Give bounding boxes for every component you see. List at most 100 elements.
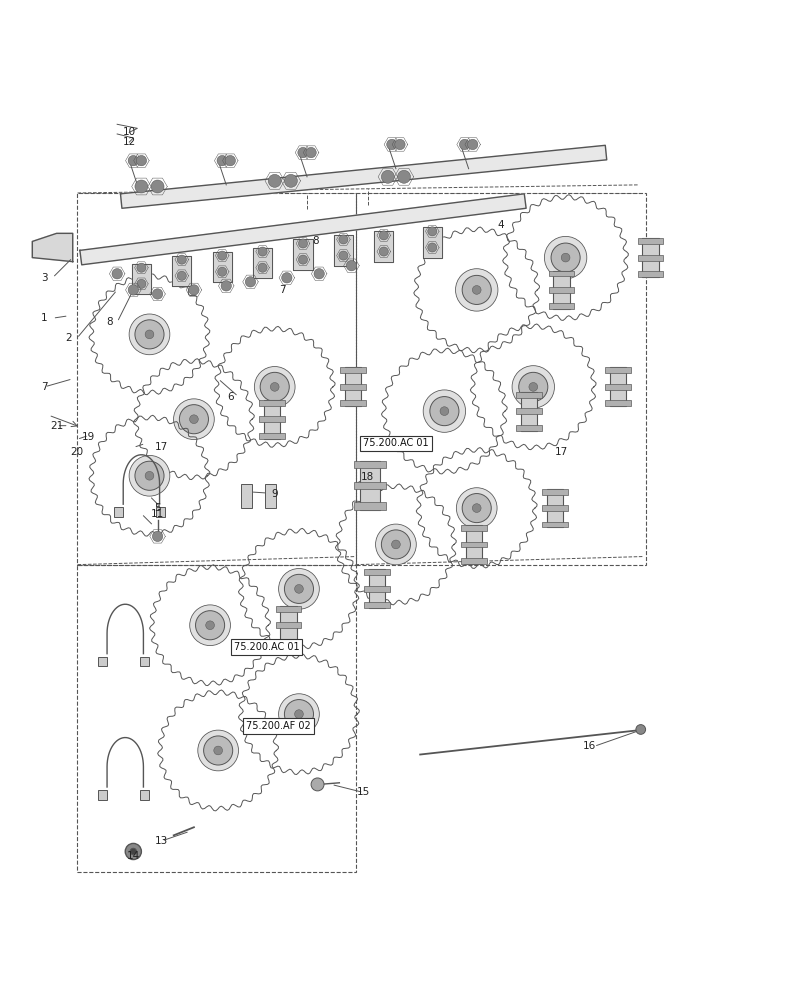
- Bar: [461, 542, 487, 547]
- Polygon shape: [334, 235, 353, 266]
- Circle shape: [379, 231, 389, 240]
- Bar: [259, 416, 285, 422]
- Text: 17: 17: [555, 447, 568, 457]
- Circle shape: [398, 170, 410, 183]
- Circle shape: [379, 247, 389, 256]
- Circle shape: [376, 524, 416, 565]
- Circle shape: [427, 227, 437, 236]
- Text: 75.200.AC 01: 75.200.AC 01: [363, 438, 429, 448]
- Text: 3: 3: [41, 273, 48, 283]
- Circle shape: [295, 710, 303, 718]
- Circle shape: [225, 155, 235, 166]
- Text: 9: 9: [271, 489, 278, 499]
- Bar: [280, 606, 297, 645]
- Circle shape: [279, 569, 319, 609]
- Bar: [340, 367, 366, 373]
- Circle shape: [636, 725, 646, 734]
- Circle shape: [129, 314, 170, 355]
- Circle shape: [153, 289, 162, 299]
- Bar: [276, 606, 301, 612]
- Circle shape: [457, 488, 497, 528]
- Circle shape: [137, 155, 146, 166]
- Bar: [466, 525, 482, 564]
- Circle shape: [512, 366, 554, 408]
- Circle shape: [387, 139, 397, 150]
- Polygon shape: [32, 233, 73, 262]
- Bar: [98, 657, 107, 666]
- Circle shape: [279, 694, 319, 734]
- Circle shape: [529, 383, 537, 391]
- Circle shape: [174, 399, 214, 440]
- Circle shape: [462, 494, 491, 523]
- Circle shape: [395, 139, 405, 150]
- Text: 75.200.AC 01: 75.200.AC 01: [234, 642, 300, 652]
- Circle shape: [177, 271, 187, 280]
- Bar: [549, 303, 574, 309]
- Circle shape: [473, 286, 481, 294]
- Circle shape: [347, 261, 356, 271]
- Text: 8: 8: [106, 317, 112, 327]
- Circle shape: [135, 180, 148, 193]
- Bar: [340, 384, 366, 390]
- Polygon shape: [213, 252, 232, 282]
- Text: 75.200.AF 02: 75.200.AF 02: [246, 721, 311, 731]
- Circle shape: [129, 455, 170, 496]
- Bar: [521, 392, 537, 431]
- Circle shape: [284, 574, 314, 603]
- Circle shape: [206, 621, 214, 630]
- Circle shape: [125, 843, 141, 860]
- Circle shape: [128, 285, 138, 295]
- Circle shape: [519, 372, 548, 401]
- Bar: [610, 367, 626, 406]
- Circle shape: [135, 461, 164, 490]
- Bar: [605, 400, 631, 406]
- Polygon shape: [120, 145, 607, 208]
- Text: 10: 10: [123, 127, 136, 137]
- Bar: [542, 505, 568, 511]
- Circle shape: [423, 390, 465, 432]
- Circle shape: [271, 383, 279, 391]
- Bar: [516, 392, 542, 398]
- Circle shape: [306, 147, 316, 158]
- Text: 7: 7: [280, 285, 286, 295]
- Bar: [549, 287, 574, 293]
- Circle shape: [381, 530, 410, 559]
- Circle shape: [462, 275, 491, 304]
- Bar: [156, 507, 165, 517]
- Polygon shape: [80, 194, 526, 265]
- Bar: [356, 193, 646, 565]
- Circle shape: [284, 700, 314, 729]
- Circle shape: [135, 320, 164, 349]
- Text: 7: 7: [41, 382, 48, 392]
- Circle shape: [562, 253, 570, 262]
- Circle shape: [298, 239, 308, 248]
- Text: 8: 8: [312, 236, 318, 246]
- Bar: [345, 367, 361, 406]
- Text: 18: 18: [361, 472, 374, 482]
- Circle shape: [179, 405, 208, 434]
- Bar: [638, 238, 663, 244]
- Bar: [276, 622, 301, 628]
- Text: 13: 13: [155, 836, 168, 846]
- Bar: [461, 525, 487, 531]
- Bar: [638, 255, 663, 261]
- Bar: [549, 271, 574, 276]
- Bar: [98, 790, 107, 800]
- Bar: [114, 507, 123, 517]
- Text: 1: 1: [41, 313, 48, 323]
- Circle shape: [456, 269, 498, 311]
- Circle shape: [473, 504, 481, 512]
- Text: 14: 14: [127, 851, 140, 861]
- Circle shape: [295, 585, 303, 593]
- Circle shape: [137, 263, 146, 272]
- Circle shape: [221, 281, 231, 291]
- Bar: [241, 484, 252, 508]
- Circle shape: [258, 263, 267, 272]
- Text: 5: 5: [154, 503, 161, 513]
- Bar: [364, 602, 390, 608]
- Text: 17: 17: [155, 442, 168, 452]
- Polygon shape: [132, 264, 151, 294]
- Circle shape: [460, 139, 469, 150]
- Circle shape: [217, 251, 227, 260]
- Bar: [461, 558, 487, 564]
